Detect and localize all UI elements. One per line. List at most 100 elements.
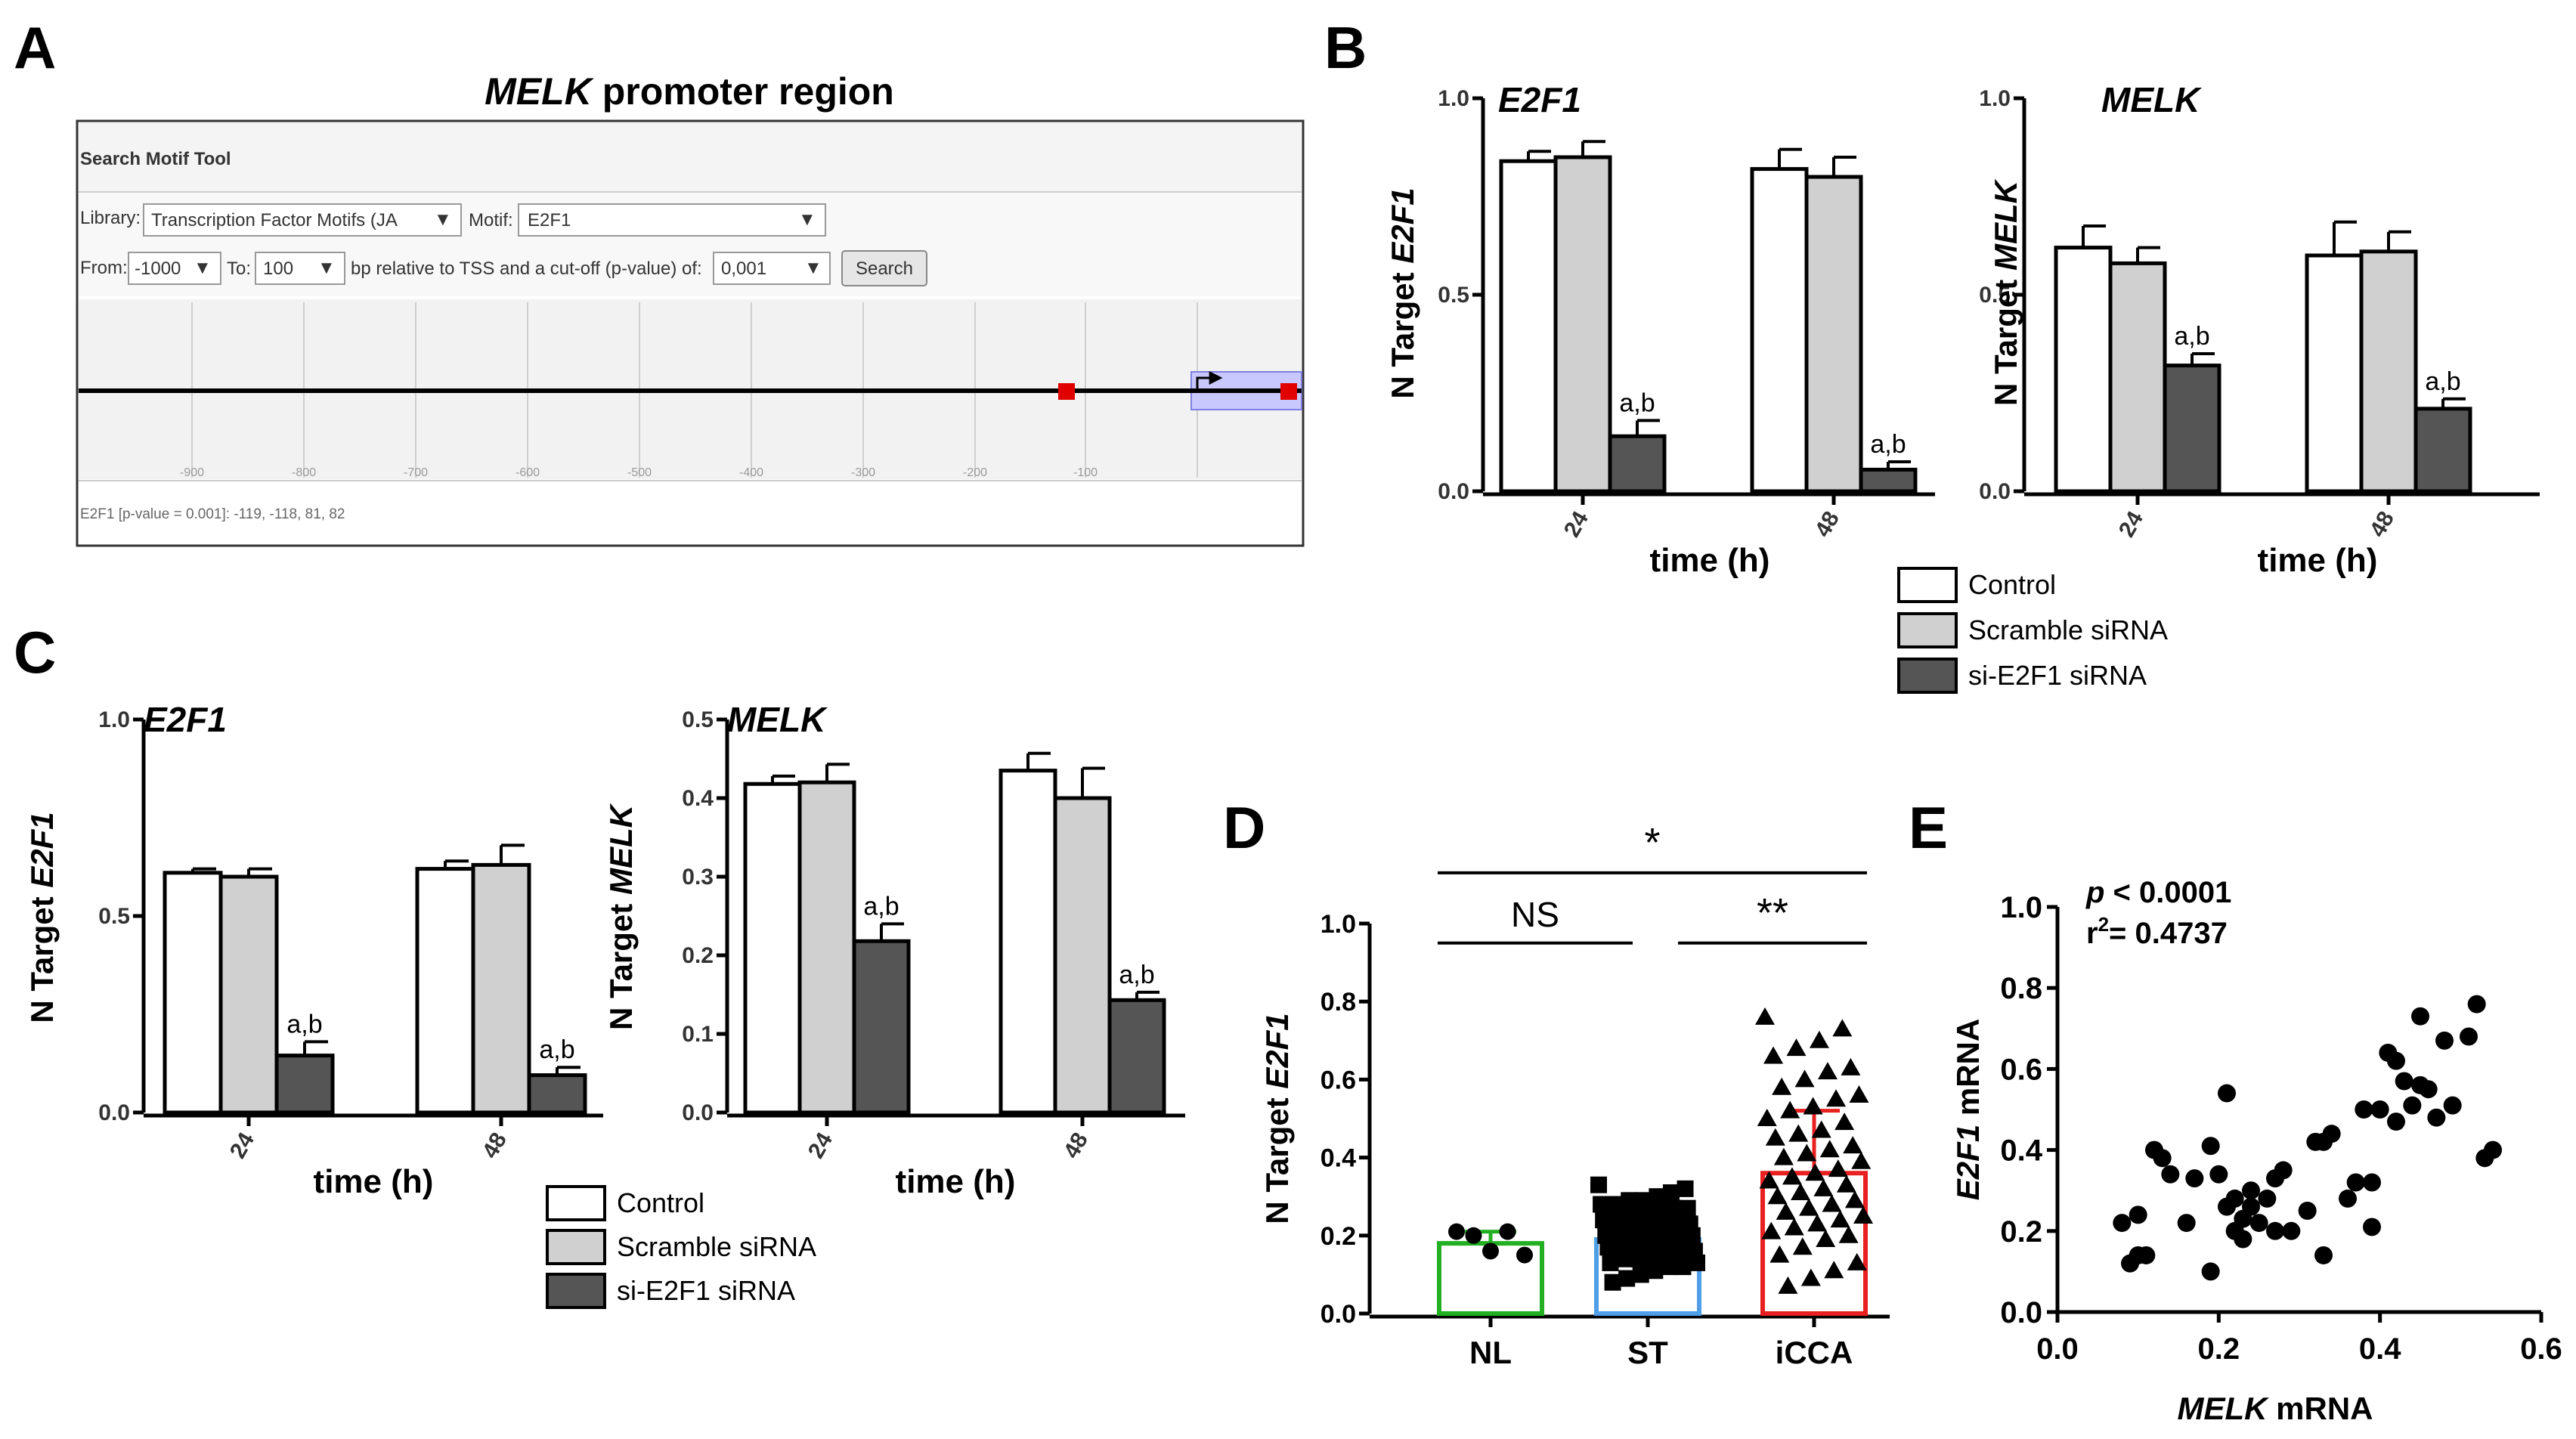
data-point-st (1677, 1180, 1694, 1197)
to-select[interactable] (255, 252, 345, 285)
search-button[interactable] (841, 250, 927, 286)
from-select-arrow-icon: ▼ (194, 258, 212, 278)
data-point-icca (1832, 1019, 1853, 1037)
relative-text: bp relative to TSS and a cut-off (p-valu… (351, 258, 702, 279)
chart-title: MELK (727, 700, 828, 739)
y-tick-label: 0.0 (2000, 1296, 2042, 1329)
legend-b: Control Scramble siRNA si-E2F1 siRNA (1897, 567, 2168, 694)
significance-annotation: a,b (1619, 388, 1655, 417)
r-superscript: 2 (2098, 913, 2109, 936)
y-tick-label: 0.0 (98, 1100, 130, 1125)
data-point-st (1618, 1270, 1636, 1287)
data-point (2242, 1181, 2260, 1200)
data-point-icca (1786, 1038, 1807, 1057)
motif-site-1 (1058, 383, 1075, 400)
y-tick-label: 0.5 (98, 904, 130, 929)
data-point-icca (1782, 1167, 1802, 1185)
data-point-st (1616, 1250, 1633, 1267)
pvalue-select[interactable] (713, 252, 831, 285)
data-point (2201, 1137, 2220, 1156)
data-point-icca (1813, 1178, 1834, 1196)
data-point-icca (1805, 1163, 1825, 1181)
panel-a-title-gene: MELK (485, 70, 595, 113)
promoter-axis-tick-label: -900 (180, 466, 204, 479)
data-point-icca (1849, 1085, 1869, 1103)
data-point-nl (1516, 1246, 1533, 1264)
x-tick-label: 24 (803, 1128, 838, 1163)
promoter-axis-tick-label: -400 (739, 466, 763, 479)
bar-scramble-sirna-48 (471, 862, 531, 1115)
p-symbol: p (2085, 876, 2104, 909)
data-point-st (1667, 1215, 1685, 1233)
x-axis-title-gene: MELK (2177, 1391, 2269, 1426)
data-point-st (1604, 1273, 1621, 1291)
bar-si-e2f1-sirna-24 (852, 939, 911, 1115)
x-tick-label: ST (1627, 1335, 1668, 1370)
data-point (2339, 1189, 2357, 1208)
legend-swatch-control (546, 1185, 606, 1221)
significance-label-ns: NS (1511, 895, 1559, 934)
panel-a: MELK promoter region Search Motif Tool L… (76, 70, 1305, 547)
bar-scramble-sirna-48 (2359, 249, 2418, 494)
data-point-st (1646, 1262, 1664, 1280)
x-axis-title: time (h) (1650, 542, 1770, 579)
data-point (2370, 1100, 2389, 1119)
significance-label-star: * (1644, 820, 1660, 865)
promoter-axis-tick-label: -300 (851, 466, 875, 479)
panel-a-title-rest: promoter region (592, 70, 894, 113)
chart-e: 0.0 0.2 0.4 0.6 0.8 1.0 0.0 0.2 0.4 0.6 p < 0.0001… (1950, 876, 2562, 1426)
data-point-icca (1824, 1261, 1844, 1279)
motif-select[interactable] (518, 203, 826, 237)
data-point (2298, 1202, 2317, 1220)
motif-tool-title: Search Motif Tool (80, 149, 231, 169)
data-point-icca (1767, 1187, 1788, 1205)
data-point (2201, 1262, 2220, 1281)
data-point-st (1634, 1192, 1652, 1209)
data-point-icca (1803, 1097, 1823, 1115)
data-point-st (1602, 1254, 1619, 1271)
library-select[interactable] (143, 203, 462, 237)
x-tick-label: 24 (225, 1128, 259, 1163)
data-point-st (1623, 1208, 1640, 1224)
data-point-icca (1761, 1221, 1782, 1239)
data-point-icca (1797, 1143, 1817, 1162)
y-axis-title-prefix: N Target (1259, 1089, 1295, 1224)
x-tick-label: 24 (2114, 507, 2148, 542)
data-point-icca (1773, 1147, 1794, 1165)
data-point (2266, 1221, 2284, 1240)
x-axis-title: time (h) (314, 1163, 434, 1200)
bar-si-e2f1-sirna-48 (2413, 407, 2472, 494)
from-select[interactable] (128, 252, 221, 285)
data-point (2419, 1080, 2438, 1099)
motif-select-arrow-icon: ▼ (798, 209, 816, 230)
data-point-st (1689, 1254, 1705, 1271)
panel-a-title: MELK promoter region (485, 70, 894, 113)
data-point-st (1674, 1258, 1692, 1276)
bar-si-e2f1-sirna-48 (1859, 467, 1918, 494)
to-select-value: 100 (263, 258, 293, 279)
data-point (2274, 1161, 2293, 1180)
data-point-icca (1769, 1245, 1790, 1263)
data-point-icca (1791, 1183, 1811, 1201)
legend-label-si-e2f1-sirna: si-E2F1 siRNA (1968, 660, 2147, 691)
data-point (2355, 1100, 2373, 1119)
promoter-axis-tick-label: -100 (1073, 466, 1098, 479)
x-tick-label: 24 (1559, 507, 1593, 542)
data-point (2113, 1214, 2132, 1233)
data-point-icca (1828, 1159, 1848, 1178)
y-axis-title-gene: E2F1 (24, 812, 60, 887)
data-point (2346, 1173, 2365, 1192)
y-axis-title-rest: mRNA (1950, 1019, 1986, 1125)
data-point-nl (1448, 1223, 1465, 1240)
bar-scramble-sirna-48 (1053, 796, 1112, 1115)
promoter-axis-tick-label: -600 (516, 466, 540, 479)
motif-label: Motif: (469, 210, 513, 231)
data-point-icca (1772, 1077, 1792, 1095)
data-point-icca (1776, 1202, 1796, 1220)
data-point (2249, 1214, 2268, 1233)
data-point-st (1599, 1239, 1617, 1256)
data-point-icca (1838, 1225, 1859, 1243)
